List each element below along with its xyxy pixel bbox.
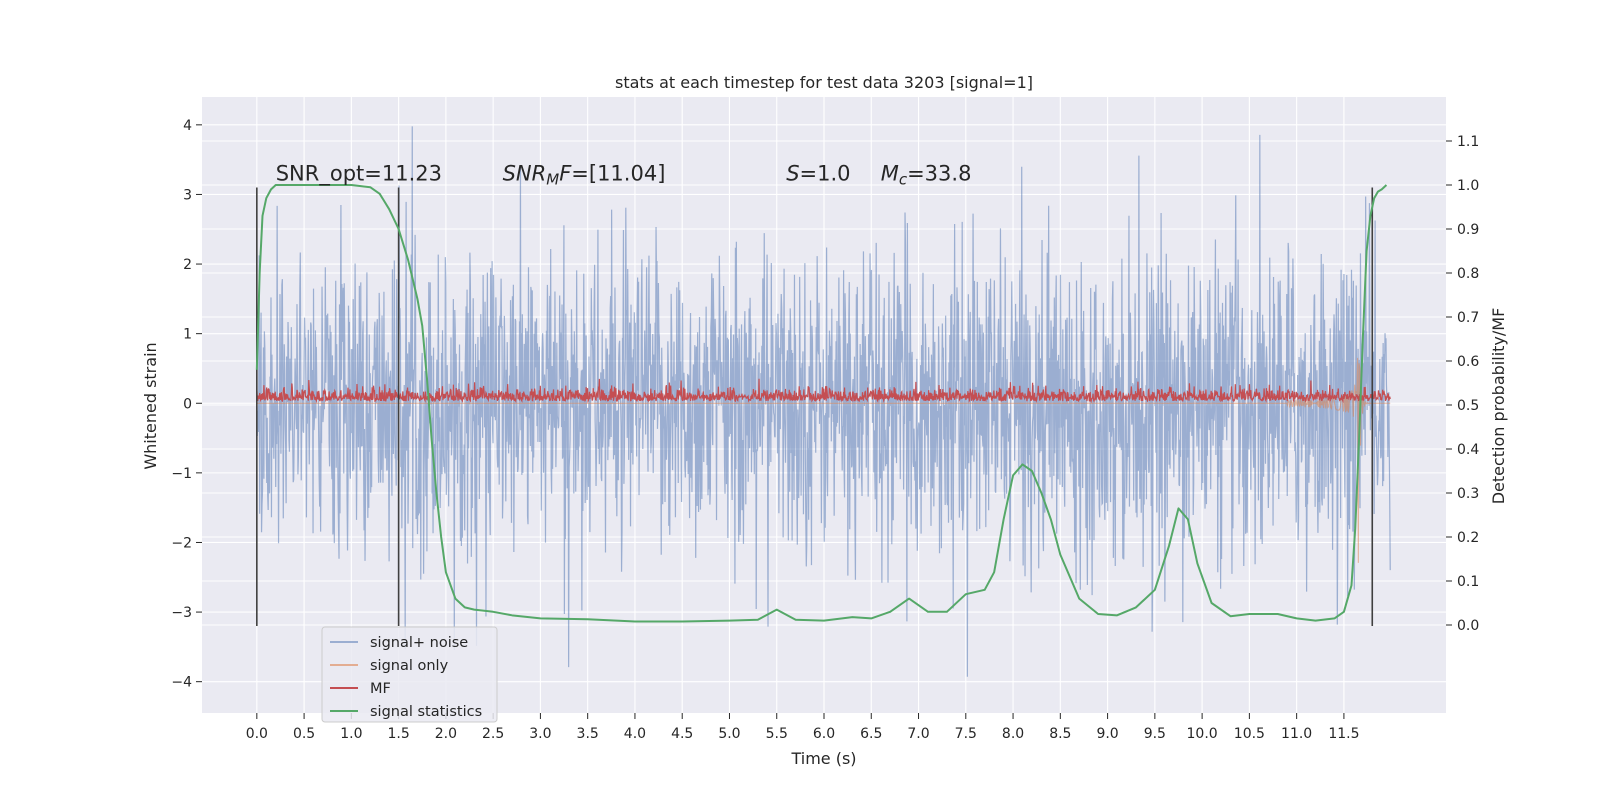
legend-label: signal only: [370, 658, 449, 674]
x-axis: 0.0 0.5 1.0 1.5 2.0 2.5 3.0 3.5 4.0 4.5 5.0 5.5 6.0 6…: [246, 713, 1359, 742]
x-tick-label: 4.0: [624, 726, 646, 742]
x-tick-label: 6.5: [860, 726, 882, 742]
y-axis: −4 −3 −2 −1 0 1 2 3 4: [171, 118, 202, 691]
y-tick-label: −2: [171, 535, 192, 551]
x-tick-label: 2.5: [482, 726, 504, 742]
x-tick-label: 2.0: [435, 726, 457, 742]
y-tick-label: −4: [171, 675, 192, 691]
annotations: SNR_opt=11.23 SNRMF=[11.04] S=1.0 Mc=33.8: [276, 162, 972, 189]
y-right-tick-label: 0.2: [1457, 530, 1479, 546]
x-tick-label: 1.0: [340, 726, 362, 742]
y-tick-label: 4: [183, 118, 192, 134]
x-tick-label: 1.5: [387, 726, 409, 742]
legend-box: [321, 626, 498, 723]
y-right-tick-label: 0.7: [1457, 310, 1479, 326]
annotation: S=1.0: [786, 162, 850, 186]
x-tick-label: 8.0: [1002, 726, 1024, 742]
x-tick-label: 7.0: [907, 726, 929, 742]
y-tick-label: 3: [183, 187, 192, 203]
y-right-tick-label: 0.5: [1457, 398, 1479, 414]
series-signal-only: [256, 357, 1391, 563]
y-tick-label: −3: [171, 605, 192, 621]
legend: signal+ noise signal only MF signal statist…: [321, 626, 498, 723]
y-right-tick-label: 1.0: [1457, 178, 1479, 194]
x-tick-label: 4.5: [671, 726, 693, 742]
x-tick-label: 8.5: [1049, 726, 1071, 742]
x-tick-label: 11.0: [1281, 726, 1312, 742]
series-signal-statistics: [255, 184, 1388, 623]
y-right-tick-label: 0.0: [1457, 618, 1479, 634]
x-tick-label: 11.5: [1328, 726, 1359, 742]
y-right-tick-label: 0.4: [1457, 442, 1479, 458]
x-tick-label: 5.0: [718, 726, 740, 742]
y-right-tick-label: 0.8: [1457, 266, 1479, 282]
y-right-tick-label: 0.6: [1457, 354, 1479, 370]
y-axis-title: Whitened strain: [141, 342, 160, 469]
y-tick-label: 1: [183, 327, 192, 343]
series-layer: [255, 126, 1391, 677]
x-tick-label: 10.0: [1187, 726, 1218, 742]
y-right-tick-label: 0.9: [1457, 222, 1479, 238]
legend-label: MF: [370, 681, 391, 697]
y-axis-right-title: Detection probability/MF: [1489, 308, 1508, 505]
y-tick-label: 0: [183, 396, 192, 412]
y-tick-label: 2: [183, 257, 192, 273]
y-tick-label: −1: [171, 466, 192, 482]
chart-title: stats at each timestep for test data 320…: [615, 73, 1033, 92]
x-tick-label: 0.5: [293, 726, 315, 742]
legend-label: signal statistics: [370, 704, 482, 720]
series-mf: [256, 378, 1391, 404]
y-right-tick-label: 0.3: [1457, 486, 1479, 502]
x-tick-label: 7.5: [955, 726, 977, 742]
annotation: SNRMF=[11.04]: [503, 162, 666, 189]
x-tick-label: 9.0: [1096, 726, 1118, 742]
x-tick-label: 3.0: [529, 726, 551, 742]
x-tick-label: 10.5: [1234, 726, 1265, 742]
x-tick-label: 9.5: [1144, 726, 1166, 742]
series-signal-noise: [256, 126, 1391, 677]
x-tick-label: 3.5: [577, 726, 599, 742]
x-tick-label: 5.5: [766, 726, 788, 742]
y-right-tick-label: 0.1: [1457, 574, 1479, 590]
x-axis-title: Time (s): [790, 749, 856, 768]
annotation: Mc=33.8: [881, 162, 972, 189]
annotation: SNR_opt=11.23: [276, 162, 442, 187]
legend-label: signal+ noise: [370, 635, 468, 651]
x-tick-label: 0.0: [246, 726, 268, 742]
y-right-tick-label: 1.1: [1457, 134, 1479, 150]
y-axis-right: 0.0 0.1 0.2 0.3 0.4 0.5 0.6 0.7 0.8 0.9 1.0 1.1: [1446, 134, 1479, 634]
x-tick-label: 6.0: [813, 726, 835, 742]
